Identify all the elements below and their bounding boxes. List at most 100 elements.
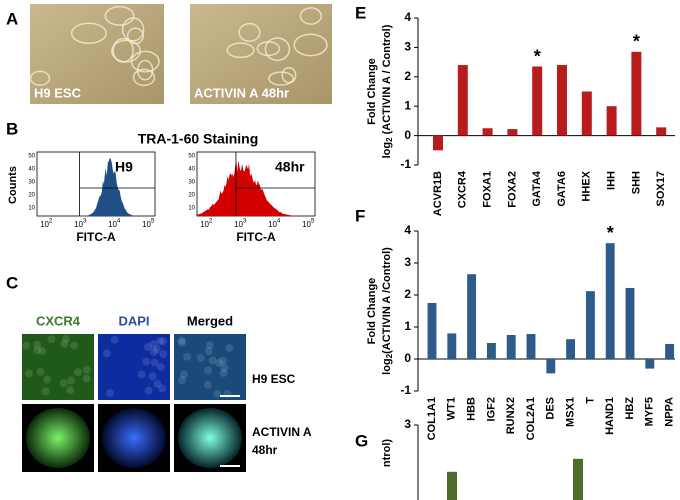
x-tick-exp: 2 bbox=[209, 219, 213, 225]
y-tick-label: 10 bbox=[28, 206, 35, 212]
x-tick-label: HAND1 bbox=[604, 397, 616, 435]
nucleus bbox=[219, 368, 228, 377]
x-tick-exp: 3 bbox=[243, 219, 247, 225]
nucleus bbox=[203, 380, 212, 389]
row-label: 48hr bbox=[252, 443, 278, 457]
panel-label: F bbox=[355, 206, 365, 225]
nucleus bbox=[150, 347, 159, 356]
channel-label: DAPI bbox=[118, 313, 149, 328]
nucleus bbox=[196, 353, 205, 362]
x-tick-label: HHEX bbox=[581, 170, 593, 201]
y-tick-label: 3 bbox=[404, 40, 411, 54]
nucleus bbox=[110, 335, 119, 344]
y-tick-label: 3 bbox=[404, 255, 411, 269]
bar bbox=[566, 339, 576, 359]
nucleus bbox=[33, 340, 42, 349]
bar bbox=[506, 335, 516, 359]
y-tick-label: 3 bbox=[404, 417, 411, 431]
y-tick-label: 4 bbox=[404, 223, 411, 237]
colony bbox=[299, 7, 323, 25]
y-tick-label: 10 bbox=[188, 206, 195, 212]
y-tick-label: -1 bbox=[400, 157, 411, 171]
bar-charts: -1 0 1 2 3 4 ACVR1B CXCR4 FOXA1 FOXA2 GATA4 GATA6 HH… bbox=[366, 10, 676, 500]
panel-label: E bbox=[355, 3, 366, 22]
nucleus bbox=[156, 363, 165, 372]
nucleus bbox=[178, 376, 187, 385]
nucleus bbox=[208, 356, 217, 365]
x-tick-base: 10 bbox=[40, 220, 49, 229]
nucleus bbox=[177, 336, 186, 345]
nucleus bbox=[33, 346, 42, 355]
nucleus bbox=[213, 389, 222, 398]
colony bbox=[130, 50, 160, 73]
fluorescence-grid: CXCR4 DAPI Merged H9 ESC ACTIVIN A 48hr bbox=[22, 313, 312, 472]
nucleus bbox=[47, 335, 56, 344]
x-tick-base: 10 bbox=[74, 220, 83, 229]
fluorescence-image bbox=[174, 334, 246, 400]
x-tick-label: DES bbox=[545, 397, 557, 420]
nucleus bbox=[43, 375, 52, 384]
x-tick-base: 10 bbox=[268, 220, 277, 229]
x-tick-label: FOXA1 bbox=[482, 171, 494, 208]
x-tick-label: GATA6 bbox=[556, 171, 568, 207]
y-tick-label: 1 bbox=[404, 98, 411, 112]
colony bbox=[111, 39, 142, 63]
panel-title: TRA-1-60 Staining bbox=[138, 131, 259, 147]
y-axis-label: log2(ACTIVIN A /Control) bbox=[381, 247, 394, 375]
x-tick-label: IGF2 bbox=[485, 397, 497, 421]
label-part: (ACTIVIN A /Control) bbox=[381, 247, 393, 354]
bar bbox=[557, 65, 567, 136]
colony bbox=[132, 68, 156, 87]
y-tick-label: 2 bbox=[404, 287, 411, 301]
x-tick-label: GATA4 bbox=[531, 170, 543, 207]
nucleus bbox=[204, 366, 213, 375]
bar bbox=[585, 291, 595, 359]
bar bbox=[665, 343, 675, 359]
x-tick-label: RUNX2 bbox=[505, 397, 517, 434]
nucleus bbox=[41, 387, 50, 396]
nucleus bbox=[149, 340, 158, 349]
nucleus bbox=[155, 337, 164, 346]
bar bbox=[447, 471, 457, 500]
x-tick-label: FOXA2 bbox=[506, 171, 518, 208]
nucleus bbox=[159, 337, 168, 346]
bar bbox=[507, 129, 518, 136]
bar bbox=[606, 106, 617, 136]
bar bbox=[581, 91, 592, 136]
nucleus bbox=[150, 358, 159, 367]
y-tick-label: 30 bbox=[188, 180, 195, 186]
nucleus bbox=[179, 370, 188, 379]
nucleus bbox=[153, 379, 162, 388]
bar bbox=[427, 303, 437, 359]
nucleus bbox=[22, 341, 31, 350]
nucleus bbox=[36, 367, 45, 376]
bar bbox=[532, 66, 543, 136]
bar bbox=[546, 359, 556, 374]
label-part: (ACTIVIN A / Control) bbox=[381, 24, 393, 137]
plot-label: H9 bbox=[115, 159, 133, 175]
panel-label: B bbox=[6, 119, 18, 138]
bar bbox=[433, 135, 443, 151]
nucleus bbox=[82, 374, 91, 383]
x-tick-base: 10 bbox=[234, 220, 243, 229]
annotation: * bbox=[607, 223, 614, 243]
x-tick-label: NPPA bbox=[664, 397, 676, 427]
plot-label: 48hr bbox=[275, 159, 305, 175]
x-tick-label: T bbox=[584, 397, 596, 404]
cell-cluster bbox=[102, 408, 166, 468]
y-tick-label: 2 bbox=[404, 69, 411, 83]
nucleus bbox=[152, 345, 161, 354]
cell-cluster bbox=[178, 408, 242, 468]
y-axis-label: Fold Change bbox=[366, 58, 378, 125]
nucleus bbox=[142, 357, 151, 366]
cell-texture bbox=[29, 5, 328, 87]
y-tick-label: 50 bbox=[28, 154, 35, 160]
y-tick-label: -1 bbox=[400, 383, 411, 397]
y-tick-label: 50 bbox=[188, 154, 195, 160]
colony bbox=[126, 27, 145, 45]
y-tick-label: 40 bbox=[28, 167, 35, 173]
y-tick-label: 20 bbox=[28, 193, 35, 199]
x-tick-label: SHH bbox=[630, 171, 642, 194]
